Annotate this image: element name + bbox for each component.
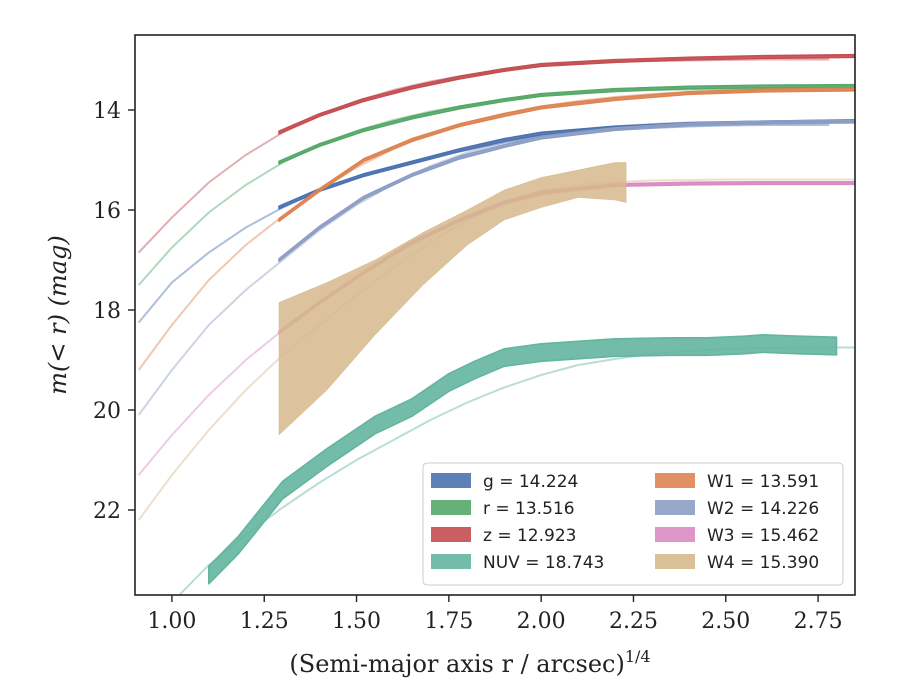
series-layer (137, 53, 855, 595)
profile-band-nuv (208, 334, 838, 585)
legend-label-w3: W3 = 15.462 (707, 526, 819, 546)
y-axis-label: m(< r) (mag) (44, 235, 72, 394)
profile-band-g (278, 119, 855, 210)
x-tick-label: 2.00 (517, 609, 566, 634)
profile-band-w4 (278, 162, 627, 436)
legend-swatch-w3 (655, 527, 695, 542)
legend-label-z: z = 12.923 (483, 526, 576, 546)
x-tick-label: 1.00 (147, 609, 196, 634)
legend-label-w4: W4 = 15.390 (707, 553, 819, 573)
model-curve-w1 (137, 89, 855, 371)
legend: g = 14.224 r = 13.516 z = 12.923 NUV = 18.7… (422, 462, 844, 586)
plot-frame (134, 34, 856, 596)
legend-label-w1: W1 = 13.591 (707, 472, 819, 492)
legend-swatch-w4 (655, 554, 695, 569)
legend-swatch-r (431, 500, 471, 515)
ticks-layer: 1.00 1.25 1.50 1.75 2.00 2.25 2.50 2.75 14 16 18 20… (93, 99, 843, 634)
legend-label-g: g = 14.224 (483, 472, 578, 492)
legend-label-nuv: NUV = 18.743 (483, 553, 604, 573)
y-tick-label: 22 (93, 499, 121, 524)
x-tick-label: 1.25 (240, 609, 289, 634)
profile-band-w2 (278, 119, 855, 262)
legend-swatch-w1 (655, 473, 695, 488)
x-tick-label: 2.75 (794, 609, 843, 634)
x-axis-label-main: (Semi-major axis r / arcsec) (289, 650, 624, 678)
legend-swatch-g (431, 473, 471, 488)
x-tick-label: 1.75 (424, 609, 473, 634)
y-tick-label: 14 (93, 99, 121, 124)
profile-band-z (278, 53, 855, 135)
legend-label-r: r = 13.516 (483, 499, 575, 519)
legend-label-w2: W2 = 14.226 (707, 499, 819, 519)
x-axis-label: (Semi-major axis r / arcsec)1/4 (289, 647, 650, 678)
profile-band-r (278, 83, 855, 165)
x-tick-label: 2.25 (609, 609, 658, 634)
y-tick-label: 16 (93, 199, 121, 224)
x-axis-label-sup: 1/4 (625, 647, 651, 666)
legend-box (422, 462, 844, 586)
y-tick-label: 20 (93, 399, 121, 424)
profile-band-w1 (278, 87, 855, 222)
x-tick-label: 1.50 (332, 609, 381, 634)
legend-swatch-z (431, 527, 471, 542)
model-curve-w2 (137, 120, 855, 416)
legend-swatch-w2 (655, 500, 695, 515)
legend-swatch-nuv (431, 554, 471, 569)
x-tick-label: 2.50 (701, 609, 750, 634)
y-tick-label: 18 (93, 299, 121, 324)
